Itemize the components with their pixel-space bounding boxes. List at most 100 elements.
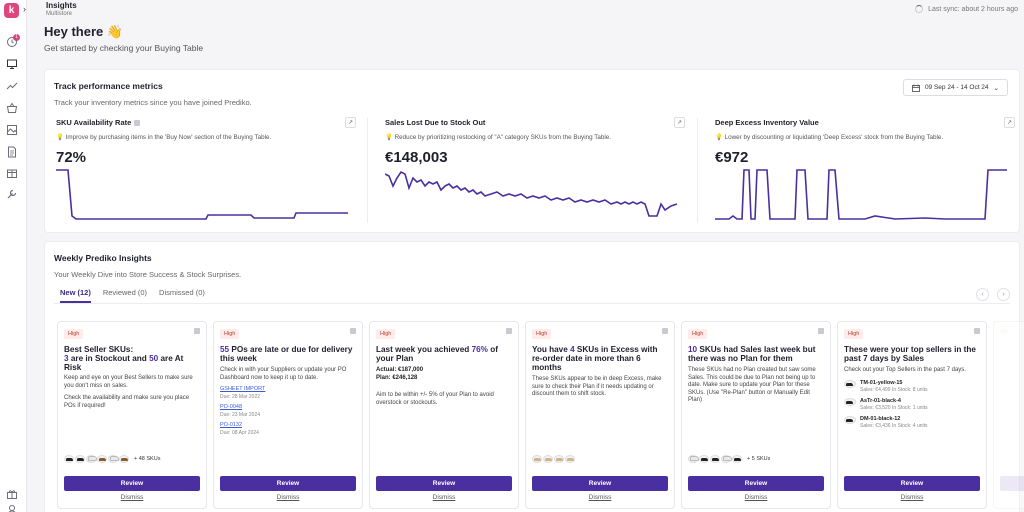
product-image bbox=[532, 455, 542, 463]
image-icon[interactable] bbox=[6, 124, 18, 136]
product-thumbnails: + 48 SKUs bbox=[64, 455, 160, 463]
insight-card-no-plan: High 10 SKUs had Sales last week but the… bbox=[681, 321, 831, 509]
box-icon[interactable] bbox=[6, 167, 18, 179]
metric-value: €972 bbox=[715, 149, 749, 166]
metric-hint: 💡 Lower by discounting or liquidating 'D… bbox=[715, 134, 944, 141]
review-button[interactable]: Review bbox=[64, 476, 200, 491]
po-link[interactable]: PO-0132 bbox=[220, 422, 243, 428]
carousel-next-button[interactable]: › bbox=[997, 288, 1010, 301]
plan-value: Plan: €246,128 bbox=[376, 374, 418, 381]
product-thumbnails bbox=[532, 455, 575, 463]
product-image bbox=[75, 455, 85, 463]
info-icon[interactable] bbox=[194, 328, 200, 334]
insight-title: 55 POs are late or due for delivery this… bbox=[220, 345, 353, 363]
date-range-picker[interactable]: 09 Sep 24 - 14 Oct 24 ⌄ bbox=[902, 79, 1008, 96]
product-image bbox=[688, 455, 699, 463]
po-link[interactable]: GSHEET IMPORT bbox=[220, 386, 266, 392]
po-due: Due: 23 Mar 2024 bbox=[220, 411, 261, 418]
insight-card-partial bbox=[993, 321, 1024, 509]
actual-value: Actual: €187,000 bbox=[376, 367, 424, 373]
product-image bbox=[844, 397, 856, 406]
metric-hint: 💡 Improve by purchasing items in the 'Bu… bbox=[56, 134, 272, 141]
tab-dismissed[interactable]: Dismissed (0) bbox=[159, 288, 205, 297]
review-button[interactable]: Review bbox=[844, 476, 980, 491]
insight-card-late-pos: High 55 POs are late or due for delivery… bbox=[213, 321, 363, 509]
inbox-icon[interactable] bbox=[6, 58, 18, 70]
tab-reviewed[interactable]: Reviewed (0) bbox=[102, 288, 148, 297]
metric-title: SKU Availability Rate bbox=[56, 118, 141, 127]
carousel-prev-button[interactable]: ‹ bbox=[976, 288, 989, 301]
priority-badge: High bbox=[532, 329, 552, 339]
metrics-card: Track performance metrics Track your inv… bbox=[44, 69, 1020, 233]
expand-sidebar-icon[interactable]: › bbox=[23, 4, 26, 14]
review-button[interactable]: Review bbox=[376, 476, 512, 491]
product-image bbox=[108, 455, 119, 463]
chevron-down-icon: ⌄ bbox=[993, 84, 999, 92]
dismiss-link[interactable]: Dismiss bbox=[588, 494, 612, 501]
product-image bbox=[86, 455, 97, 463]
notification-badge: 1 bbox=[13, 34, 20, 41]
tab-new[interactable]: New (12) bbox=[60, 288, 91, 303]
metric-hint: 💡 Reduce by prioritizing restocking of "… bbox=[385, 134, 612, 141]
insight-body: Check out your Top Sellers in the past 7… bbox=[844, 367, 980, 434]
sidebar: k 1 bbox=[0, 0, 27, 512]
insight-title: You have 4 SKUs in Excess with re-order … bbox=[532, 345, 658, 372]
insights-card: Weekly Prediko Insights Your Weekly Dive… bbox=[44, 241, 1024, 512]
priority-badge: High bbox=[64, 329, 84, 339]
insight-body-2: Check the availability and make sure you… bbox=[64, 395, 190, 409]
document-icon[interactable] bbox=[6, 146, 18, 158]
product-image bbox=[119, 455, 129, 463]
review-button[interactable]: Review bbox=[688, 476, 824, 491]
user-icon[interactable] bbox=[6, 504, 18, 512]
greeting-subtitle: Get started by checking your Buying Tabl… bbox=[44, 43, 204, 53]
gift-icon[interactable] bbox=[6, 488, 18, 500]
insight-title: 10 SKUs had Sales last week but there wa… bbox=[688, 345, 816, 363]
external-link-icon[interactable]: ↗ bbox=[1004, 117, 1015, 128]
external-link-icon[interactable]: ↗ bbox=[674, 117, 685, 128]
product-image bbox=[554, 455, 564, 463]
more-skus: + 48 SKUs bbox=[134, 456, 161, 462]
dismiss-link[interactable]: Dismiss bbox=[120, 494, 144, 501]
product-image bbox=[97, 455, 107, 463]
product-image bbox=[721, 455, 732, 463]
info-icon[interactable] bbox=[662, 328, 668, 334]
trend-icon[interactable] bbox=[6, 80, 18, 92]
dismiss-link[interactable]: Dismiss bbox=[432, 494, 456, 501]
product-image bbox=[699, 455, 709, 463]
info-icon[interactable] bbox=[506, 328, 512, 334]
metric-title: Sales Lost Due to Stock Out bbox=[385, 118, 486, 127]
prediko-logo[interactable]: k bbox=[4, 3, 19, 18]
insight-title: Best Seller SKUs: 3 are in Stockout and 5… bbox=[64, 345, 184, 372]
product-image bbox=[710, 455, 720, 463]
insights-tabs: New (12) Reviewed (0) Dismissed (0) bbox=[60, 288, 205, 303]
dismiss-link[interactable]: Dismiss bbox=[276, 494, 300, 501]
dismiss-link[interactable]: Dismiss bbox=[744, 494, 768, 501]
date-range-label: 09 Sep 24 - 14 Oct 24 bbox=[924, 84, 989, 91]
review-button[interactable]: Review bbox=[532, 476, 668, 491]
review-button[interactable] bbox=[1000, 476, 1024, 491]
product-image bbox=[732, 455, 742, 463]
insight-body: These SKUs had no Plan created but saw s… bbox=[688, 367, 816, 403]
info-icon[interactable] bbox=[350, 328, 356, 334]
insight-body: Keep and eye on your Best Sellers to mak… bbox=[64, 375, 193, 389]
product-image bbox=[565, 455, 575, 463]
insight-card-top-sellers: High These were your top sellers in the … bbox=[837, 321, 987, 509]
review-button[interactable]: Review bbox=[220, 476, 356, 491]
metric-value: 72% bbox=[56, 149, 87, 166]
metric-deep-excess: Deep Excess Inventory Value ↗ 💡 Lower by… bbox=[715, 115, 1015, 227]
seller-row: TM-01-yellow-15 Sales: €4,499 In Stock: 8… bbox=[844, 379, 980, 395]
product-image bbox=[844, 415, 856, 424]
external-link-icon[interactable]: ↗ bbox=[345, 117, 356, 128]
wrench-icon[interactable] bbox=[6, 188, 18, 200]
insight-title: Last week you achieved 76% of your Plan bbox=[376, 345, 498, 363]
basket-icon[interactable] bbox=[6, 102, 18, 114]
info-icon[interactable] bbox=[818, 328, 824, 334]
dismiss-link[interactable]: Dismiss bbox=[900, 494, 924, 501]
store-name: Multistore bbox=[46, 11, 73, 17]
info-icon bbox=[134, 120, 141, 127]
deep-excess-sparkline bbox=[715, 169, 1007, 220]
info-icon[interactable] bbox=[974, 328, 980, 334]
sync-icon bbox=[915, 5, 924, 13]
po-link[interactable]: PO-0048 bbox=[220, 404, 243, 410]
clock-icon[interactable] bbox=[6, 36, 18, 48]
